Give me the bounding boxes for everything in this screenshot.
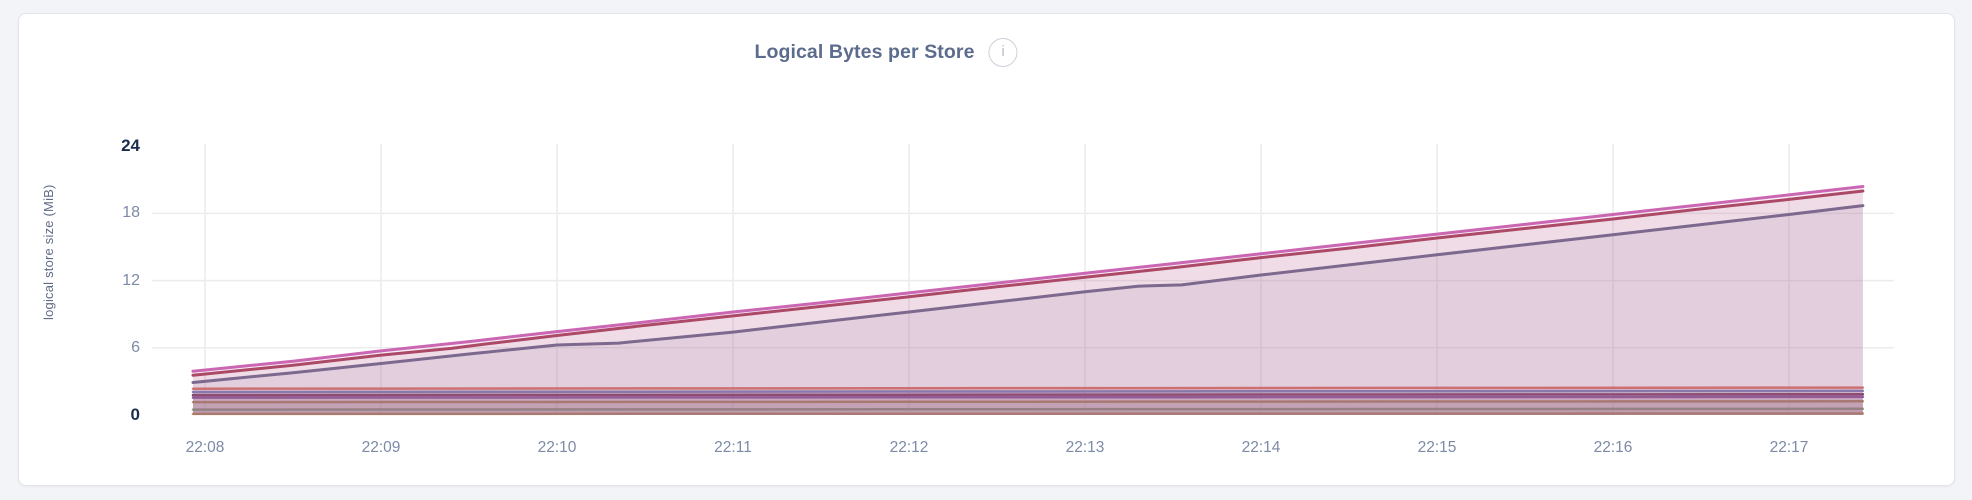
x-tick-label: 22:13: [1065, 439, 1105, 456]
y-tick-label: 6: [131, 338, 140, 356]
area-fill-store-1: [193, 186, 1863, 415]
area-fill-store-5: [193, 390, 1863, 415]
x-tick-label: 22:14: [1241, 439, 1281, 456]
x-tick-label: 22:12: [889, 439, 929, 456]
series-line-store-8: [191, 400, 1865, 404]
y-tick-label: 12: [122, 271, 140, 289]
area-fill-store-7: [193, 396, 1863, 415]
plot-svg[interactable]: [19, 14, 1956, 487]
series-line-store-4: [191, 386, 1865, 390]
series-line-store-7: [191, 395, 1865, 399]
x-tick-label: 22:15: [1417, 439, 1457, 456]
area-fill-store-2: [193, 191, 1863, 415]
x-tick-label: 22:10: [537, 439, 577, 456]
series-line-store-3: [191, 204, 1865, 384]
series-line-store-2: [191, 189, 1865, 377]
chart-card: Logical Bytes per Store i logical store …: [18, 13, 1955, 486]
x-tick-label: 22:17: [1769, 439, 1809, 456]
series-line-store-6: [191, 392, 1865, 397]
area-fill-store-4: [193, 387, 1863, 415]
x-tick-label: 22:11: [714, 439, 752, 456]
y-tick-label: 24: [121, 136, 140, 156]
series-line-store-9: [191, 407, 1865, 411]
info-icon[interactable]: i: [988, 38, 1018, 67]
x-tick-label: 22:16: [1593, 439, 1633, 456]
area-fill-store-8: [193, 401, 1863, 415]
y-tick-label: 18: [122, 204, 140, 222]
area-fill-store-6: [193, 394, 1863, 415]
area-fill-store-3: [193, 205, 1863, 415]
x-tick-label: 22:08: [185, 439, 225, 456]
y-tick-label: 0: [130, 405, 140, 424]
chart-title: Logical Bytes per Store: [754, 41, 975, 63]
x-tick-label: 22:09: [361, 439, 401, 456]
series-line-store-1: [191, 185, 1865, 373]
series-line-store-5: [191, 389, 1865, 394]
chart-header: Logical Bytes per Store i: [754, 38, 1018, 67]
